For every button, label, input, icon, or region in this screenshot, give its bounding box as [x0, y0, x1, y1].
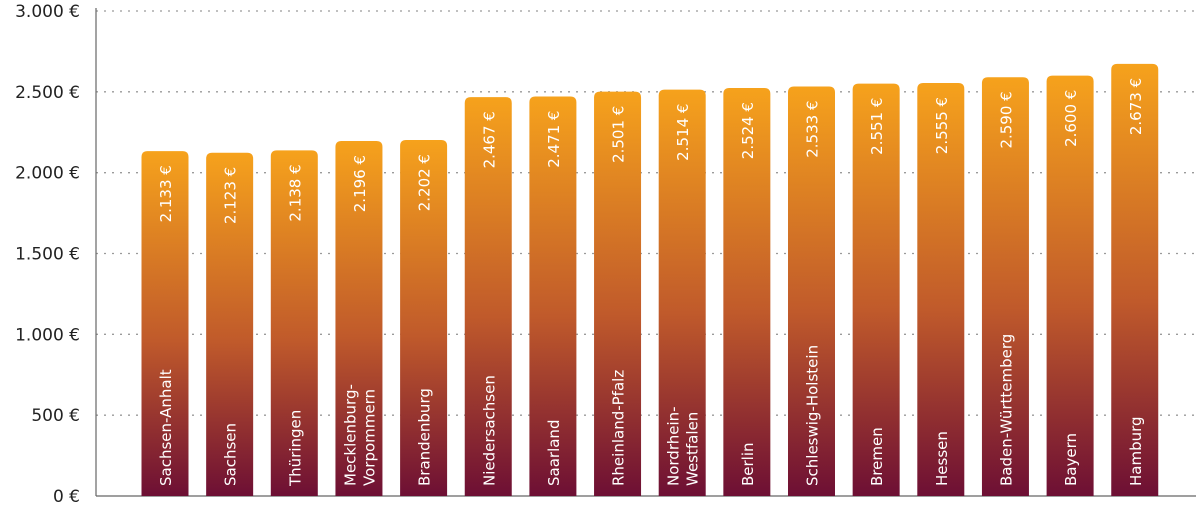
value-label: 2.123 €: [222, 167, 240, 224]
label-layer: 2.133 € Sachsen-Anhalt 2.123 € Sachsen 2.138…: [157, 78, 1145, 487]
category-label: Bayern: [1062, 433, 1080, 486]
category-label: Rheinland-Pfalz: [610, 370, 628, 486]
category-label: Sachsen: [222, 423, 240, 486]
bar-niedersachsen: [464, 97, 512, 496]
category-label: Baden-Württemberg: [997, 334, 1015, 486]
category-label: Saarland: [545, 420, 563, 486]
bar-nordrhein-westfalen: [658, 89, 706, 496]
category-label: Berlin: [739, 442, 757, 486]
value-label: 2.471 €: [545, 111, 563, 168]
category-label: Hessen: [933, 431, 951, 486]
bar-sachsen-anhalt: [141, 151, 189, 497]
bar-mecklenburg-vorpommern: [335, 140, 383, 497]
y-tick-label: 1.500 €: [15, 245, 80, 265]
category-label: Brandenburg: [416, 388, 434, 486]
bar-baden-württemberg: [981, 77, 1029, 497]
bar-hamburg: [1111, 63, 1159, 497]
category-label: Thüringen: [286, 410, 304, 487]
category-label: Niedersachsen: [480, 375, 498, 486]
value-label: 2.673 €: [1127, 78, 1145, 135]
bar-hessen: [917, 82, 965, 497]
y-tick-label: 3.000 €: [15, 2, 80, 22]
value-label: 2.467 €: [480, 111, 498, 168]
value-label: 2.590 €: [997, 91, 1015, 148]
bar-bayern: [1046, 75, 1094, 497]
bar-layer: [141, 63, 1159, 497]
y-tick-label: 1.000 €: [15, 325, 80, 345]
category-label: Vorpommern: [360, 389, 378, 486]
category-label: Mecklenburg-: [341, 384, 359, 486]
value-label: 2.600 €: [1062, 90, 1080, 147]
y-tick-label: 2.500 €: [15, 83, 80, 103]
grid-layer: [96, 10, 1196, 416]
value-label: 2.196 €: [351, 155, 369, 212]
y-tick-label: 0 €: [53, 487, 80, 507]
bar-bremen: [852, 83, 900, 497]
category-label: Schleswig-Holstein: [804, 345, 822, 486]
value-label: 2.138 €: [286, 164, 304, 221]
category-label: Westfalen: [684, 412, 702, 486]
bar-saarland: [529, 96, 577, 496]
bar-thüringen: [270, 150, 318, 496]
value-label: 2.514 €: [674, 104, 692, 161]
bar-rheinland-pfalz: [594, 91, 642, 497]
value-label: 2.533 €: [804, 100, 822, 157]
y-tick-label: 2.000 €: [15, 164, 80, 184]
bar-sachsen: [206, 152, 254, 496]
value-label: 2.202 €: [416, 154, 434, 211]
value-label: 2.501 €: [610, 106, 628, 163]
value-label: 2.524 €: [739, 102, 757, 159]
category-label: Hamburg: [1127, 416, 1145, 486]
bar-berlin: [723, 87, 771, 496]
bar-schleswig-holstein: [788, 86, 835, 496]
value-label: 2.555 €: [933, 97, 951, 154]
category-label: Sachsen-Anhalt: [157, 369, 175, 486]
bar-brandenburg: [400, 140, 448, 496]
category-label: Nordrhein-: [665, 406, 683, 486]
y-tick-label: 500 €: [31, 406, 80, 426]
category-label: Bremen: [868, 427, 886, 486]
value-label: 2.133 €: [157, 165, 175, 222]
value-label: 2.551 €: [868, 98, 886, 155]
